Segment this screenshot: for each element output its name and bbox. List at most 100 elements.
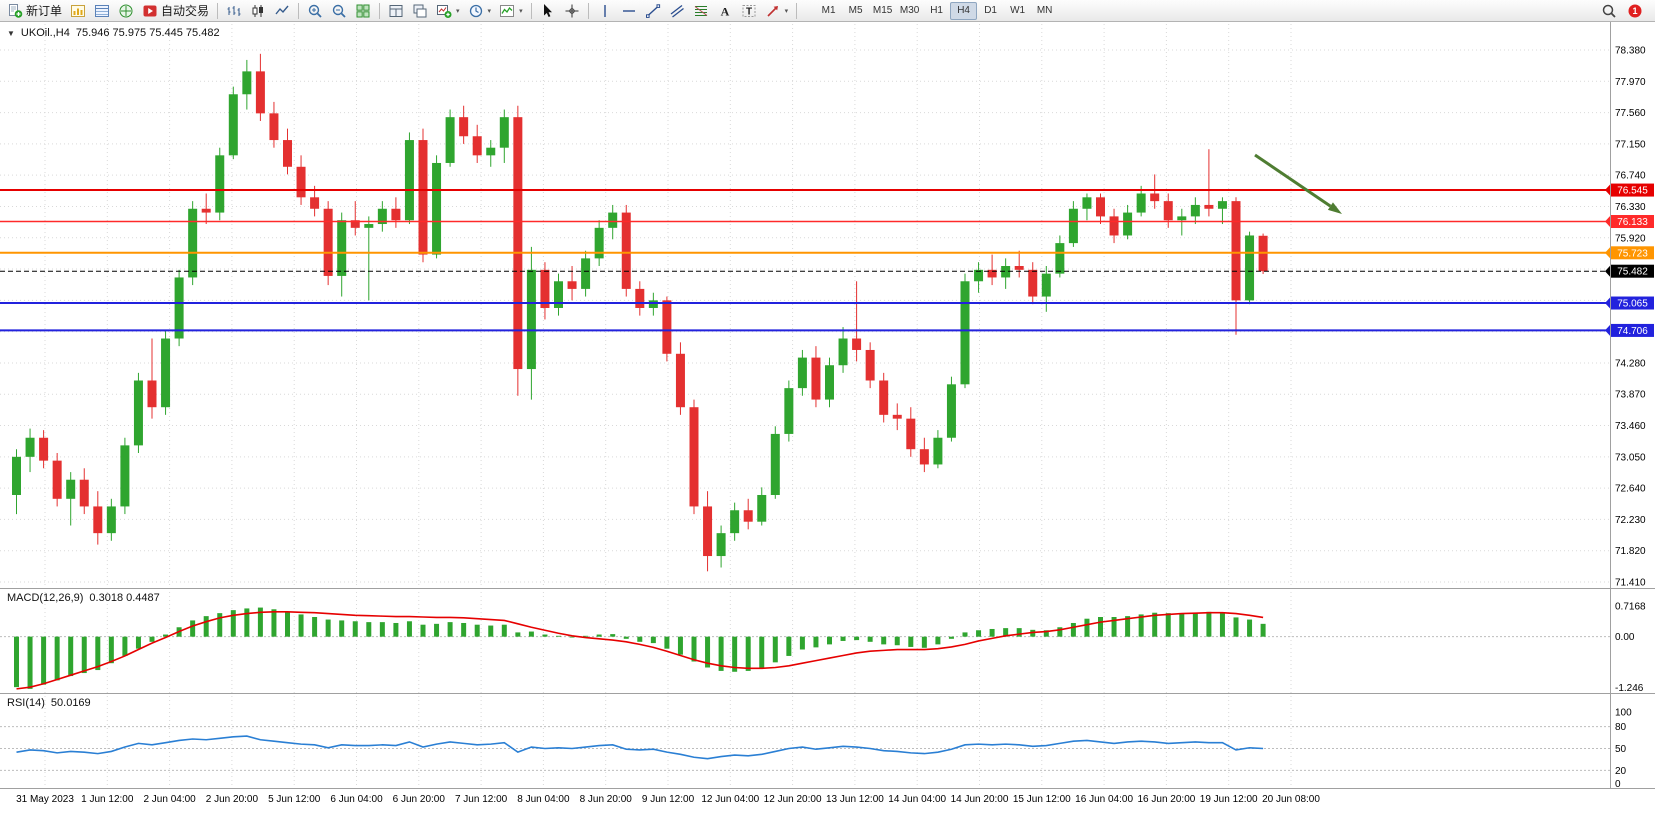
time-axis: 31 May 2023 1 Jun 12:00 2 Jun 04:00 2 Jun 2… [16, 794, 1320, 805]
candle [662, 296, 672, 362]
zoom-out-button[interactable] [327, 1, 351, 20]
horizontal-line-button[interactable] [617, 1, 641, 20]
candle [1001, 258, 1011, 289]
candle [499, 109, 509, 163]
alerts-button[interactable]: 1 [1623, 1, 1647, 20]
candle [1204, 149, 1214, 217]
text-button[interactable]: A [713, 1, 737, 20]
indicators-button[interactable]: ▾ [495, 1, 527, 20]
timeframe-d1-button[interactable]: D1 [977, 2, 1004, 20]
cursor-button[interactable] [536, 1, 560, 20]
svg-text:77.560: 77.560 [1615, 108, 1646, 119]
bars-icon [226, 3, 242, 19]
timeframe-m30-button[interactable]: M30 [896, 2, 923, 20]
candle [1231, 197, 1241, 335]
candle [743, 498, 753, 530]
candle [865, 342, 875, 389]
candle [906, 407, 916, 457]
label-t-icon: T [741, 3, 757, 19]
cascade-windows-button[interactable] [408, 1, 432, 20]
market-watch-button[interactable] [66, 1, 90, 20]
tile-windows-button[interactable] [351, 1, 375, 20]
candle [526, 246, 536, 400]
candle [675, 342, 685, 415]
svg-text:-1.246: -1.246 [1615, 683, 1644, 694]
price-axis: 78.380 77.970 77.560 77.150 76.740 76.330 75.9… [1615, 46, 1646, 791]
zoom-out-icon [331, 3, 347, 19]
timeframe-h1-button[interactable]: H1 [923, 2, 950, 20]
data-window-button[interactable] [90, 1, 114, 20]
toolbar-separator [796, 2, 798, 19]
arrange-windows-button[interactable] [384, 1, 408, 20]
navigator-button[interactable] [114, 1, 138, 20]
toolbar-left: 新订单 自动交易 ▾ ▾ ▾ A T ▾ [3, 0, 801, 21]
svg-text:71.820: 71.820 [1615, 546, 1646, 557]
candle [852, 281, 862, 362]
timeframe-group: M1 M5 M15 M30 H1 H4 D1 W1 MN [815, 0, 1058, 21]
text-label-button[interactable]: T [737, 1, 761, 20]
line-chart-button[interactable] [270, 1, 294, 20]
trend-arrow-annotation[interactable] [1254, 153, 1342, 214]
svg-text:9 Jun 12:00: 9 Jun 12:00 [642, 794, 695, 805]
candle [242, 59, 252, 110]
candle [946, 376, 956, 442]
trendline-button[interactable] [641, 1, 665, 20]
candle [201, 193, 211, 225]
tile-icon [355, 3, 371, 19]
cascade-icon [412, 3, 428, 19]
toolbar-right: 1 [1597, 0, 1652, 21]
search-button[interactable] [1597, 1, 1621, 20]
svg-text:74.706: 74.706 [1617, 326, 1648, 337]
collapse-chart-icon[interactable]: ▼ [7, 28, 15, 38]
macd-panel [0, 607, 1610, 690]
svg-text:75.920: 75.920 [1615, 233, 1646, 244]
price-badge: 76.133 [1605, 215, 1654, 229]
candle [594, 220, 604, 267]
candle [1028, 262, 1038, 305]
candle [919, 437, 929, 473]
svg-text:78.380: 78.380 [1615, 46, 1646, 57]
profiles-button[interactable]: ▾ [464, 1, 496, 20]
candlestick-chart-button[interactable] [246, 1, 270, 20]
timeframe-m15-button[interactable]: M15 [869, 2, 896, 20]
equidistant-channel-button[interactable] [665, 1, 689, 20]
timeframe-w1-button[interactable]: W1 [1004, 2, 1031, 20]
new-chart-button[interactable]: ▾ [432, 1, 464, 20]
autotrading-icon [142, 3, 158, 19]
candle [228, 86, 238, 160]
candle [161, 330, 171, 415]
crosshair-button[interactable] [560, 1, 584, 20]
svg-text:1 Jun 12:00: 1 Jun 12:00 [81, 794, 134, 805]
candle [825, 357, 834, 408]
vertical-line-button[interactable] [593, 1, 617, 20]
svg-text:2 Jun 20:00: 2 Jun 20:00 [206, 794, 259, 805]
autotrading-button-label: 自动交易 [161, 4, 210, 18]
candle [296, 155, 306, 205]
new-order-button[interactable]: 新订单 [3, 1, 66, 20]
fibonacci-button[interactable] [689, 1, 713, 20]
candle [12, 449, 21, 515]
levels-layer [0, 189, 1610, 332]
arrows-button[interactable]: ▾ [761, 1, 793, 20]
price-badge: 75.482 [1605, 264, 1654, 278]
timeframe-mn-button[interactable]: MN [1031, 2, 1058, 20]
candle [459, 105, 469, 144]
autotrading-button[interactable]: 自动交易 [138, 1, 213, 20]
candle [215, 147, 225, 221]
candle [472, 124, 482, 163]
toolbar-separator [530, 2, 532, 19]
timeframe-h4-button[interactable]: H4 [950, 1, 978, 20]
svg-text:15 Jun 12:00: 15 Jun 12:00 [1013, 794, 1071, 805]
svg-text:20 Jun 08:00: 20 Jun 08:00 [1262, 794, 1320, 805]
timeframe-m5-button[interactable]: M5 [842, 2, 869, 20]
dropdown-caret-icon: ▾ [487, 7, 492, 15]
dropdown-caret-icon: ▾ [456, 7, 460, 15]
timeframe-m1-button[interactable]: M1 [815, 2, 842, 20]
candle [120, 437, 130, 515]
zoom-in-button[interactable] [303, 1, 327, 20]
svg-text:77.970: 77.970 [1615, 77, 1646, 88]
candle [1082, 193, 1092, 221]
bar-chart-button[interactable] [222, 1, 246, 20]
candle [1217, 197, 1227, 225]
